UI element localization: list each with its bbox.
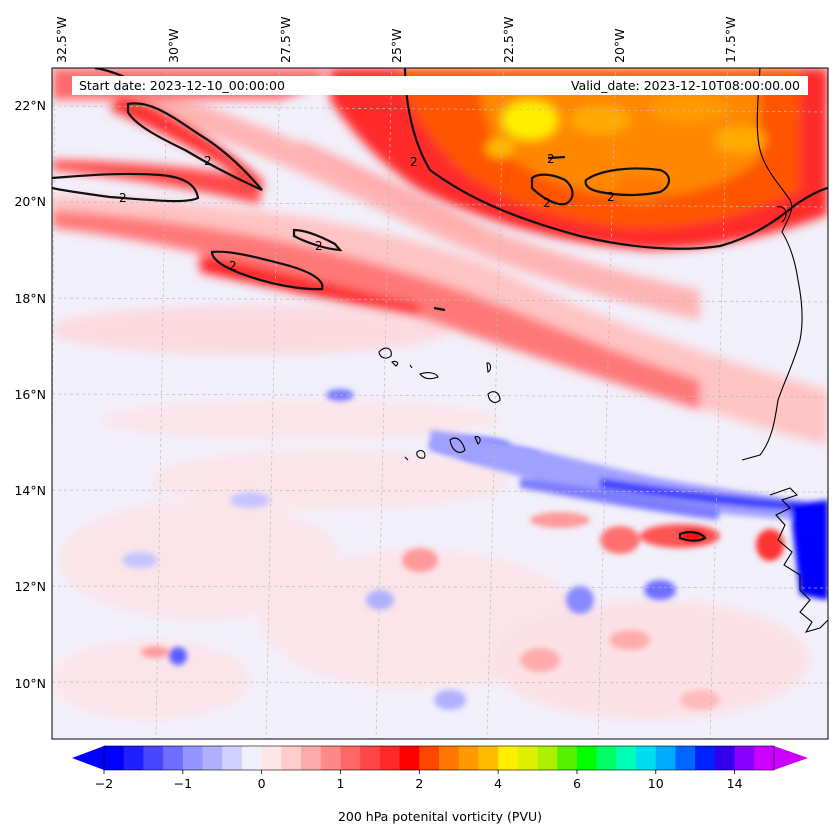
colorbar-tick-label: 0 [258,776,266,791]
lat-label: 18°N [14,291,46,306]
map-panel: 2 2 2 2 2 2 2 2 Start date: 202 [52,68,828,739]
colorbar-segment [163,746,184,770]
colorbar-tick-label: 6 [573,776,581,791]
colorbar-segment [655,746,677,770]
lat-label: 10°N [14,676,46,691]
contour-labels: 2 2 2 2 2 2 2 2 [119,152,615,273]
colorbar-segment [734,746,755,770]
contour-label: 2 [607,190,615,204]
colorbar-segment [379,746,401,770]
pv-field-south [52,305,810,720]
colorbar-segment [695,746,716,770]
colorbar: −2 −1 0 1 2 4 6 10 14 200 hPa potenital vorticit… [72,745,808,824]
date-banner [72,76,808,95]
colorbar-segment [143,746,164,770]
colorbar-segment [675,746,696,770]
contour-label: 2 [229,259,237,273]
colorbar-segment [182,746,204,770]
lat-label: 16°N [14,387,46,402]
colorbar-segment [419,746,440,770]
colorbar-segment [360,746,381,770]
lon-label: 22.5°W [501,17,516,63]
pv-negative-band [430,430,828,600]
lon-label: 20°W [612,28,627,63]
colorbar-segment [281,746,302,770]
colorbar-segment [340,746,361,770]
colorbar-segment [222,746,243,770]
contour-label: 2 [119,191,127,205]
colorbar-extend-high [774,746,808,770]
colorbar-segment [478,746,499,770]
start-date-label: Start date: 2023-12-10_00:00:00 [79,78,285,93]
lat-label: 22°N [14,98,46,113]
colorbar-segment [498,746,519,770]
colorbar-segment [636,746,657,770]
colorbar-segment [123,746,145,770]
colorbar-border [103,745,775,771]
map-border [51,67,829,740]
colorbar-segment [261,746,282,770]
colorbar-segment [241,746,263,770]
pv-jet-streaks [52,80,828,445]
contour-label: 2 [410,155,418,169]
longitude-labels: 32.5°W 30°W 27.5°W 25°W 22.5°W 20°W 17.5… [54,17,738,63]
valid-date-label: Valid_date: 2023-12-10T08:00:00.00 [571,78,800,93]
contour-label: 2 [543,196,551,210]
colorbar-segment [557,746,578,770]
colorbar-segment [537,746,558,770]
contour-label: 2 [315,239,323,253]
colorbar-segment [714,746,736,770]
pv-2-contours [52,68,828,542]
colorbar-extend-low [72,746,104,770]
colorbar-tick-label: 10 [648,776,664,791]
colorbar-tick-label: 2 [415,776,423,791]
lon-label: 32.5°W [54,17,69,63]
colorbar-segment [202,746,223,770]
colorbar-segments [104,746,775,770]
lon-label: 27.5°W [278,17,293,63]
lon-label: 30°W [166,28,181,63]
colorbar-segment [320,746,342,770]
colorbar-tick-label: 14 [727,776,743,791]
latitude-labels: 22°N 20°N 18°N 16°N 14°N 12°N 10°N [14,98,46,691]
colorbar-tick-label: −1 [174,776,192,791]
lat-label: 14°N [14,483,46,498]
colorbar-ticks: −2 −1 0 1 2 4 6 10 14 [95,770,743,791]
colorbar-segment [104,746,125,770]
colorbar-segment [439,746,460,770]
colorbar-segment [458,746,480,770]
colorbar-label: 200 hPa potenital vorticity (PVU) [338,809,542,824]
colorbar-tick-label: −2 [95,776,113,791]
coastline [378,68,828,633]
gridlines [52,68,828,739]
colorbar-segment [616,746,637,770]
colorbar-tick-label: 1 [336,776,344,791]
lat-label: 20°N [14,194,46,209]
lat-label: 12°N [14,579,46,594]
colorbar-segment [517,746,539,770]
lon-label: 25°W [389,28,404,63]
colorbar-segment [596,746,617,770]
colorbar-segment [301,746,322,770]
colorbar-segment [399,746,420,770]
contour-label: 2 [204,154,212,168]
lon-label: 17.5°W [723,17,738,63]
colorbar-tick-label: 4 [494,776,502,791]
colorbar-segment [754,746,775,770]
colorbar-segment [576,746,598,770]
contour-label: 2 [547,152,555,166]
